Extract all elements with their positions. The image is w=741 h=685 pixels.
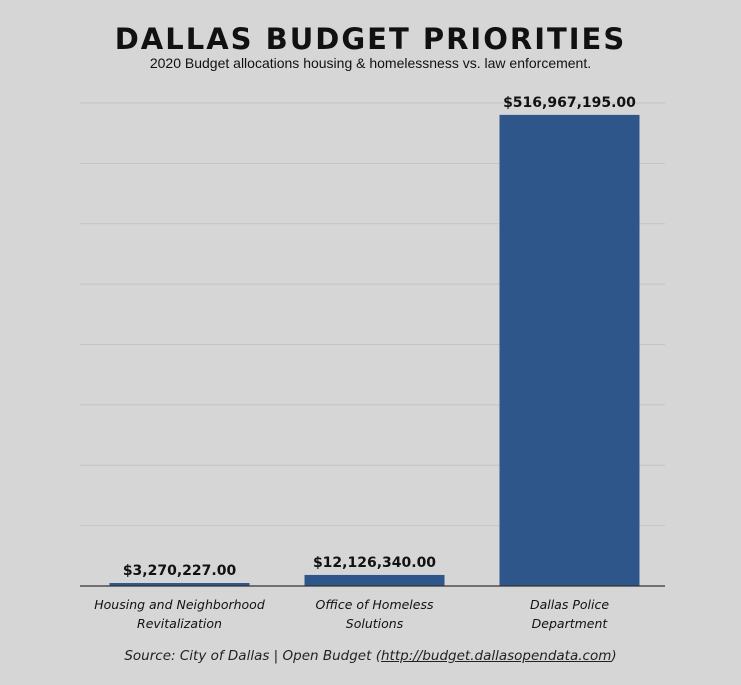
category-label: Office of Homeless [316, 597, 434, 612]
category-label: Department [532, 616, 609, 631]
chart-subtitle: 2020 Budget allocations housing & homele… [149, 55, 592, 71]
category-label: Dallas Police [530, 597, 609, 612]
category-label: Revitalization [137, 616, 222, 631]
category-label: Housing and Neighborhood [94, 597, 265, 612]
bar [499, 114, 640, 586]
source-link[interactable]: http://budget.dallasopendata.com [380, 648, 612, 664]
source-prefix: Source: City of Dallas | Open Budget ( [124, 648, 381, 664]
category-label: Solutions [346, 616, 404, 631]
data-label: $3,270,227.00 [123, 563, 237, 579]
chart-title: DALLAS BUDGET PRIORITIES [114, 22, 627, 56]
source-note: Source: City of Dallas | Open Budget (ht… [0, 648, 741, 664]
data-label: $12,126,340.00 [313, 555, 436, 571]
data-label: $516,967,195.00 [503, 95, 636, 111]
bar [304, 574, 445, 586]
source-suffix: ) [611, 648, 617, 664]
bar [109, 583, 250, 586]
